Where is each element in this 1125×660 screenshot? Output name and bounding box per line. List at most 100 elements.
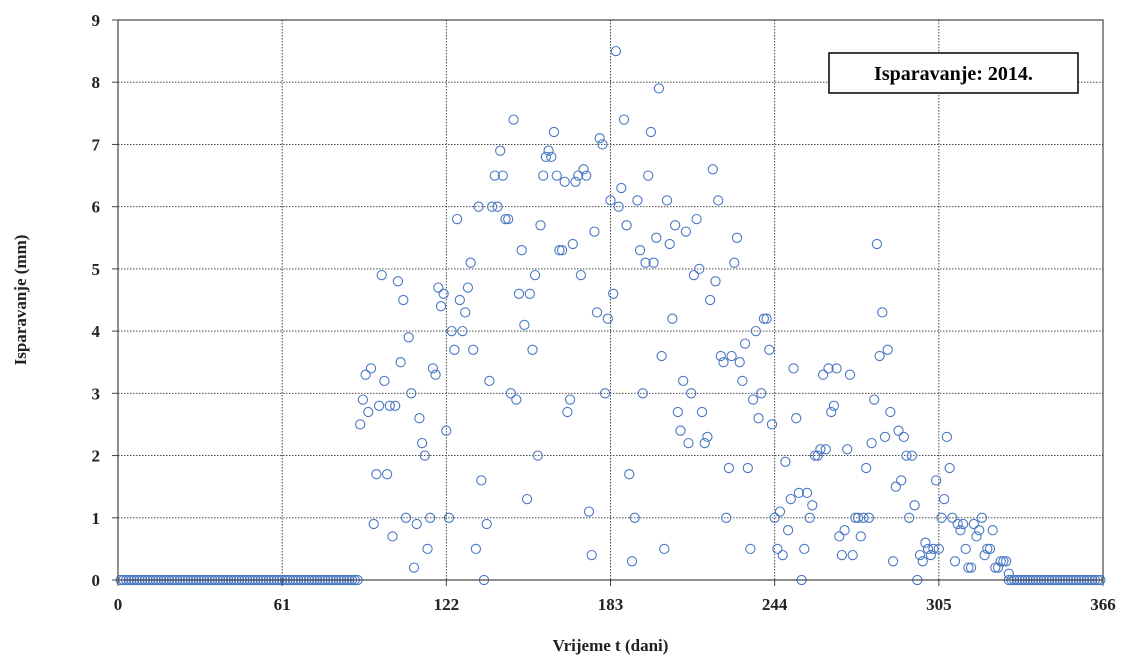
data-point bbox=[887, 556, 899, 567]
data-points bbox=[115, 45, 1106, 586]
data-point bbox=[497, 170, 508, 181]
data-point bbox=[930, 475, 942, 486]
data-point bbox=[573, 170, 584, 181]
data-point bbox=[408, 562, 420, 573]
data-point bbox=[817, 369, 829, 380]
data-point bbox=[745, 543, 756, 555]
data-point bbox=[626, 556, 638, 567]
data-point bbox=[535, 220, 546, 231]
data-point bbox=[589, 226, 600, 237]
data-point bbox=[844, 369, 856, 380]
data-point bbox=[468, 344, 479, 355]
data-point bbox=[694, 263, 705, 275]
data-point bbox=[831, 363, 842, 374]
data-point bbox=[443, 512, 455, 523]
data-point bbox=[793, 487, 805, 499]
data-point bbox=[575, 269, 587, 281]
data-point bbox=[591, 307, 603, 318]
data-point bbox=[928, 543, 939, 555]
data-point bbox=[696, 406, 708, 418]
data-point bbox=[804, 512, 815, 523]
data-point bbox=[944, 462, 955, 474]
data-point bbox=[971, 531, 982, 542]
data-point bbox=[739, 338, 751, 349]
data-point bbox=[791, 413, 802, 424]
data-point bbox=[414, 413, 425, 424]
data-point bbox=[465, 257, 476, 268]
data-point bbox=[866, 437, 877, 449]
data-point bbox=[688, 269, 700, 281]
data-point bbox=[777, 549, 788, 561]
data-point bbox=[648, 257, 659, 268]
data-point bbox=[661, 195, 673, 206]
data-point bbox=[761, 313, 772, 324]
data-point bbox=[379, 375, 390, 387]
data-point bbox=[430, 369, 441, 380]
data-point bbox=[852, 512, 864, 523]
data-point bbox=[567, 238, 578, 250]
data-point bbox=[381, 469, 393, 480]
data-point bbox=[721, 512, 732, 523]
data-point bbox=[613, 201, 624, 212]
data-point bbox=[554, 245, 565, 256]
data-point bbox=[683, 437, 694, 449]
data-point bbox=[368, 518, 379, 530]
data-point bbox=[774, 506, 786, 517]
data-point bbox=[519, 319, 530, 331]
data-point bbox=[653, 83, 665, 94]
data-point bbox=[882, 344, 893, 355]
data-point bbox=[406, 388, 417, 399]
data-point bbox=[616, 182, 627, 194]
data-point bbox=[610, 45, 622, 57]
data-point bbox=[939, 493, 950, 505]
data-point bbox=[715, 350, 726, 362]
data-point bbox=[788, 363, 799, 374]
data-point bbox=[594, 133, 605, 144]
x-tick-label: 183 bbox=[598, 595, 624, 614]
data-point bbox=[548, 126, 560, 138]
data-point bbox=[411, 518, 422, 530]
data-point bbox=[570, 176, 581, 187]
data-point bbox=[707, 164, 718, 175]
data-point bbox=[400, 512, 412, 523]
data-point bbox=[976, 512, 988, 523]
data-point bbox=[416, 437, 428, 449]
data-point bbox=[839, 525, 850, 536]
data-point bbox=[847, 549, 858, 561]
y-axis-title: Isparavanje (mm) bbox=[11, 235, 30, 366]
data-point bbox=[390, 400, 401, 411]
data-point bbox=[968, 518, 979, 530]
data-point bbox=[556, 245, 568, 256]
data-point bbox=[871, 238, 883, 250]
y-tick-label: 2 bbox=[92, 447, 101, 466]
data-point bbox=[984, 543, 996, 555]
data-point bbox=[992, 562, 1004, 573]
data-point bbox=[826, 406, 837, 418]
data-point bbox=[933, 543, 944, 555]
data-point bbox=[460, 307, 471, 318]
data-point bbox=[747, 394, 759, 405]
data-point bbox=[376, 269, 387, 281]
data-point bbox=[750, 325, 761, 337]
chart-title: Isparavanje: 2014. bbox=[874, 63, 1033, 85]
data-point bbox=[742, 462, 753, 474]
data-point bbox=[863, 512, 875, 523]
data-point bbox=[710, 276, 721, 287]
data-point bbox=[823, 363, 834, 374]
data-point bbox=[995, 556, 1006, 567]
data-point bbox=[896, 475, 907, 486]
data-point bbox=[782, 525, 794, 536]
data-point bbox=[947, 512, 958, 523]
data-point bbox=[403, 332, 414, 343]
data-point bbox=[540, 151, 552, 163]
data-point bbox=[766, 419, 778, 430]
data-point bbox=[861, 462, 872, 474]
data-point bbox=[941, 431, 953, 443]
data-point bbox=[842, 444, 853, 455]
data-point bbox=[532, 450, 543, 461]
data-point bbox=[669, 220, 681, 231]
data-point bbox=[731, 232, 743, 243]
data-point bbox=[877, 307, 888, 318]
data-point bbox=[909, 500, 920, 511]
